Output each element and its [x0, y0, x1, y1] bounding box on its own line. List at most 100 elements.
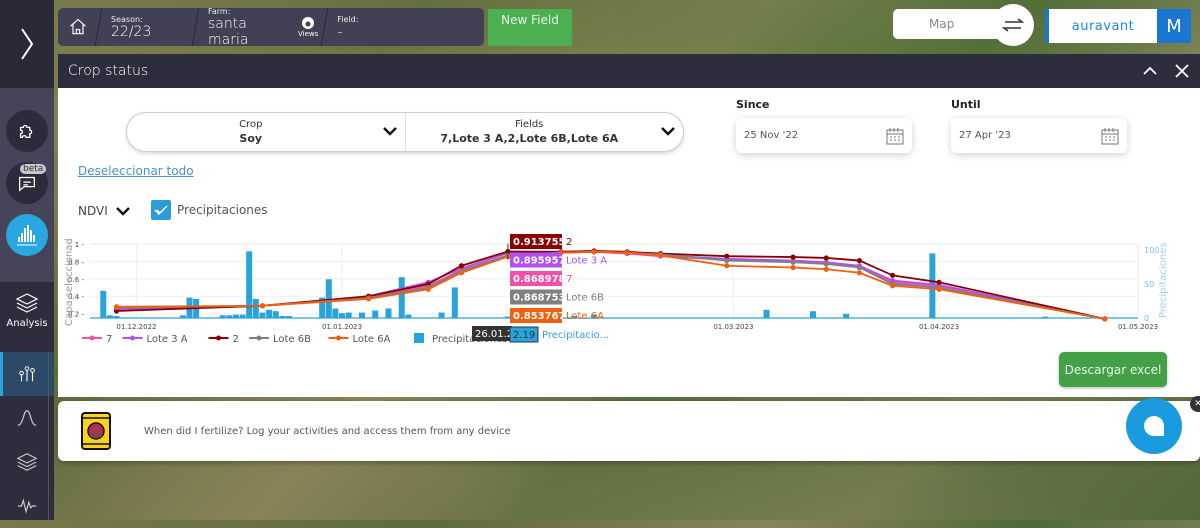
svg-text:01.04.2023: 01.04.2023	[919, 323, 959, 331]
sidebar-expand-button[interactable]	[0, 0, 54, 88]
map-toggle-label: Map	[929, 17, 955, 31]
since-date-input[interactable]: 25 Nov '22	[736, 118, 912, 153]
season-value: 22/23	[111, 23, 152, 40]
crop-value: Soy	[239, 132, 263, 145]
left-sidebar: beta Analysis	[0, 0, 54, 520]
svg-text:Lote 6A: Lote 6A	[353, 334, 391, 345]
layers-icon	[16, 453, 38, 471]
svg-text:0: 0	[1144, 314, 1149, 323]
collapse-icon[interactable]	[1142, 63, 1158, 79]
close-icon[interactable]	[1174, 63, 1190, 79]
fields-dropdown[interactable]: Fields 7,Lote 3 A,2,Lote 6B,Lote 6A	[404, 113, 684, 151]
brand-header: auravant M	[1045, 9, 1191, 43]
analysis-button[interactable]: Analysis	[0, 282, 54, 352]
svg-text:0.868978: 0.868978	[513, 274, 566, 285]
season-label: Season:	[111, 14, 143, 24]
svg-text:0.868753: 0.868753	[513, 293, 566, 304]
precipitation-checkbox[interactable]: Precipitaciones	[151, 200, 268, 220]
farm-selector[interactable]: Farm: santa maria	[196, 6, 292, 48]
check-icon	[154, 205, 168, 215]
svg-text:0.8 -: 0.8 -	[68, 258, 84, 266]
sidebar-item-signal[interactable]	[0, 484, 54, 528]
home-icon	[70, 18, 86, 35]
chat-support-button[interactable]	[1126, 398, 1182, 454]
beta-badge: beta	[20, 164, 47, 174]
svg-text:Lote 6B: Lote 6B	[273, 334, 311, 345]
home-button[interactable]	[58, 17, 98, 37]
sprouts-icon	[19, 366, 35, 382]
context-bar: Season: 22/23 Farm: santa maria Views Fi…	[58, 6, 484, 48]
views-button[interactable]: Views	[292, 16, 324, 38]
sidebar-item-distribution[interactable]	[0, 396, 54, 440]
calendar-icon[interactable]	[886, 127, 904, 145]
swap-view-button[interactable]	[992, 4, 1034, 46]
chat-beta-button[interactable]: beta	[6, 162, 48, 204]
svg-text:1 -: 1 -	[75, 241, 85, 249]
svg-text:0.4 -: 0.4 -	[68, 293, 84, 301]
field-selector[interactable]: Field: -	[325, 8, 484, 46]
analysis-label: Analysis	[6, 318, 48, 329]
index-dropdown[interactable]: NDVI	[78, 204, 130, 218]
crop-fields-selector: Crop Soy Fields 7,Lote 3 A,2,Lote 6B,Lot…	[126, 112, 684, 152]
swap-arrows-icon	[1001, 18, 1025, 32]
farm-label: Farm:	[208, 6, 231, 16]
download-excel-button[interactable]: Descargar excel	[1059, 352, 1167, 387]
waveform-icon	[17, 498, 37, 514]
layers-icon	[15, 293, 39, 313]
svg-text:0.853767: 0.853767	[513, 311, 566, 322]
fields-value: 7,Lote 3 A,2,Lote 6B,Lote 6A	[440, 132, 619, 145]
field-value: -	[337, 23, 343, 40]
svg-text:7: 7	[566, 274, 572, 285]
sidebar-item-crop-growth[interactable]	[0, 352, 54, 396]
season-selector[interactable]: Season: 22/23	[99, 8, 195, 46]
svg-text:0.913755: 0.913755	[513, 237, 566, 248]
precipitation-label: Precipitaciones	[177, 203, 268, 217]
fields-label: Fields	[515, 119, 544, 130]
svg-text:Lote 3 A: Lote 3 A	[566, 256, 607, 267]
svg-text:Precipitaciones: Precipitaciones	[1158, 243, 1169, 318]
svg-text:2: 2	[566, 237, 572, 248]
svg-text:01.03.2023: 01.03.2023	[713, 323, 753, 331]
sidebar-scrollbar[interactable]	[48, 352, 52, 520]
new-field-button[interactable]: New Field	[488, 9, 572, 46]
svg-text:01.12.2022: 01.12.2022	[116, 323, 156, 331]
promo-banner[interactable]: When did I fertilize? Log your activitie…	[58, 401, 1200, 461]
index-value: NDVI	[78, 204, 108, 218]
svg-text:Precipitaciones: Precipitaciones	[432, 334, 507, 345]
checkbox-checked[interactable]	[151, 200, 171, 220]
svg-text:Lote 6B: Lote 6B	[566, 293, 604, 304]
svg-text:Precipitacio...: Precipitacio...	[542, 330, 609, 341]
farm-value: santa maria	[208, 15, 249, 48]
chart-canvas[interactable]: 0.2 - 0.4 - 0.6 - 0.8 - 1 - 01.12.2022 01.01.2…	[58, 232, 1200, 352]
views-label: Views	[298, 30, 319, 38]
extensions-button[interactable]	[6, 110, 48, 152]
until-date-input[interactable]: 27 Apr '23	[951, 118, 1127, 153]
field-label: Field:	[337, 14, 359, 24]
deselect-all-link[interactable]: Deseleccionar todo	[78, 164, 194, 178]
svg-text:01.01.2023: 01.01.2023	[322, 323, 362, 331]
histogram-icon	[17, 225, 37, 246]
until-label: Until	[951, 98, 981, 111]
crop-dropdown[interactable]: Crop Soy	[127, 113, 405, 151]
svg-text:0.895957: 0.895957	[513, 256, 566, 267]
svg-text:Lote 6A: Lote 6A	[566, 311, 604, 322]
svg-text:Capa seleccionad: Capa seleccionad	[64, 238, 75, 326]
calendar-icon[interactable]	[1101, 127, 1119, 145]
until-value: 27 Apr '23	[959, 130, 1011, 141]
sidebar-tools: beta	[0, 88, 54, 282]
crop-status-chart[interactable]: 0.2 - 0.4 - 0.6 - 0.8 - 1 - 01.12.2022 01.01.2…	[58, 232, 1200, 352]
sidebar-item-layers[interactable]	[0, 440, 54, 484]
since-label: Since	[736, 98, 770, 111]
svg-text:26.01.20: 26.01.20	[475, 329, 520, 340]
svg-text:0.6 -: 0.6 -	[68, 276, 84, 284]
crop-status-button[interactable]	[6, 214, 48, 256]
svg-text:50: 50	[1144, 280, 1154, 289]
user-avatar[interactable]: M	[1157, 9, 1191, 43]
svg-text:2.19: 2.19	[513, 330, 535, 341]
svg-text:0.2 -: 0.2 -	[68, 311, 84, 319]
close-chat-button[interactable]: ✕	[1190, 396, 1200, 412]
svg-text:100: 100	[1144, 246, 1159, 255]
chevron-down-icon	[653, 124, 683, 140]
since-value: 25 Nov '22	[744, 130, 799, 141]
chevron-down-icon	[375, 124, 405, 140]
